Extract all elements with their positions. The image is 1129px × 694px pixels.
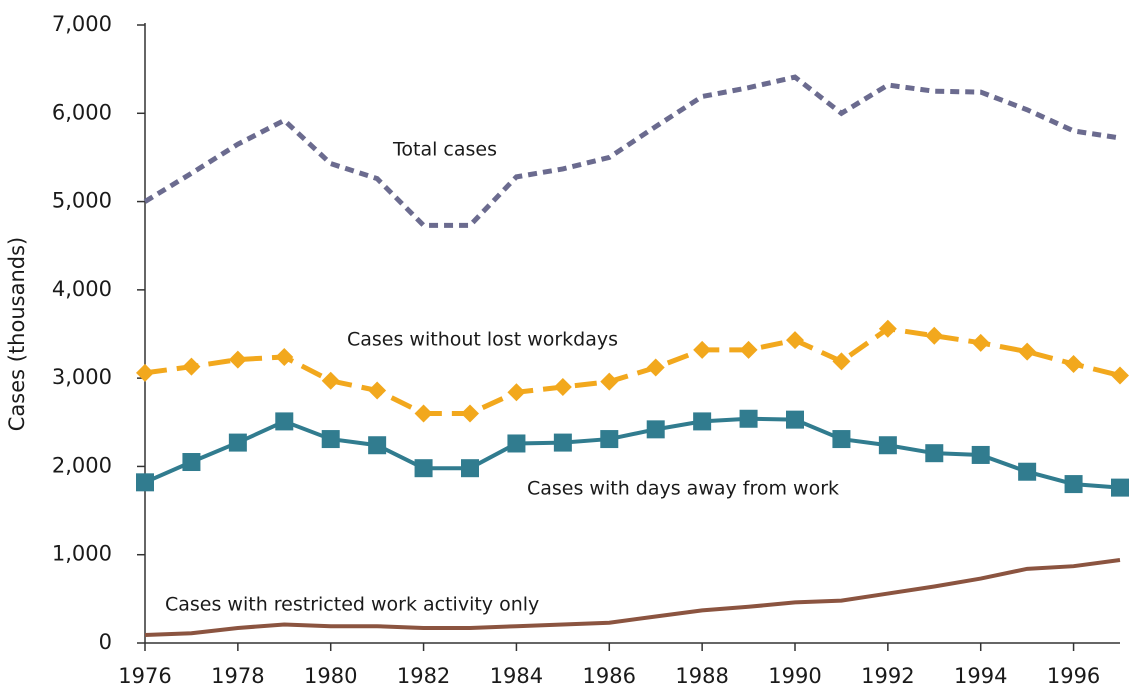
square-marker — [461, 459, 479, 478]
series-line — [144, 416, 1121, 490]
diamond-marker — [1064, 355, 1083, 374]
square-marker — [878, 436, 897, 455]
square-marker — [739, 409, 758, 428]
square-marker — [1111, 478, 1129, 497]
square-marker — [925, 444, 944, 463]
square-marker — [646, 420, 665, 439]
x-tick-label: 1984 — [490, 664, 543, 688]
diamond-marker — [1018, 342, 1037, 361]
diamond-marker — [646, 358, 665, 377]
square-marker — [136, 473, 154, 492]
diamond-marker — [553, 377, 572, 396]
diamond-marker — [321, 371, 340, 390]
square-marker — [182, 453, 201, 472]
diamond-marker — [414, 404, 433, 423]
diamond-marker — [228, 350, 247, 369]
square-marker — [832, 430, 851, 449]
x-tick-label: 1986 — [583, 664, 636, 688]
series-label: Cases without lost workdays — [347, 329, 618, 351]
y-tick-label: 0 — [99, 630, 112, 654]
square-marker — [228, 433, 247, 452]
diamond-marker — [878, 319, 897, 338]
x-tick-label: 1996 — [1047, 664, 1100, 688]
x-tick-label: 1978 — [211, 664, 264, 688]
square-marker — [693, 412, 712, 431]
diamond-marker — [693, 340, 712, 359]
diamond-marker — [786, 331, 804, 350]
x-tick-label: 1992 — [861, 664, 914, 688]
diamond-marker — [136, 363, 154, 382]
series-label: Cases with restricted work activity only — [165, 594, 539, 616]
diamond-marker — [368, 381, 387, 400]
square-marker — [368, 436, 387, 455]
diamond-marker — [971, 333, 990, 352]
series-line — [144, 558, 1121, 638]
diamond-marker — [461, 404, 479, 423]
diamond-marker — [925, 326, 944, 345]
y-tick-label: 7,000 — [52, 12, 112, 36]
diamond-marker — [275, 347, 294, 366]
square-marker — [600, 430, 619, 449]
diamond-marker — [832, 352, 851, 371]
y-tick-label: 5,000 — [52, 189, 112, 213]
y-axis-label: Cases (thousands) — [5, 237, 29, 432]
series-label: Cases with days away from work — [527, 478, 839, 500]
x-tick-label: 1976 — [118, 664, 171, 688]
x-tick-label: 1980 — [304, 664, 357, 688]
square-marker — [1064, 475, 1083, 494]
y-tick-label: 3,000 — [52, 365, 112, 389]
series-line — [144, 326, 1121, 416]
square-marker — [507, 434, 526, 453]
diamond-marker — [1111, 366, 1129, 385]
square-marker — [786, 410, 804, 429]
x-tick-label: 1990 — [768, 664, 821, 688]
y-tick-label: 6,000 — [52, 100, 112, 124]
square-marker — [275, 412, 294, 431]
y-tick-label: 4,000 — [52, 277, 112, 301]
diamond-marker — [739, 340, 758, 359]
y-tick-label: 1,000 — [52, 542, 112, 566]
series-line — [143, 74, 1121, 228]
x-tick-label: 1988 — [675, 664, 728, 688]
diamond-marker — [600, 372, 619, 391]
diamond-marker — [507, 383, 526, 402]
diamond-marker — [182, 357, 201, 376]
square-marker — [321, 430, 340, 449]
square-marker — [553, 433, 572, 452]
x-tick-label: 1982 — [397, 664, 450, 688]
series-label: Total cases — [392, 139, 497, 161]
x-tick-label: 1994 — [954, 664, 1007, 688]
square-marker — [971, 445, 990, 464]
y-tick-label: 2,000 — [52, 453, 112, 477]
square-marker — [1018, 462, 1037, 481]
square-marker — [414, 459, 433, 478]
